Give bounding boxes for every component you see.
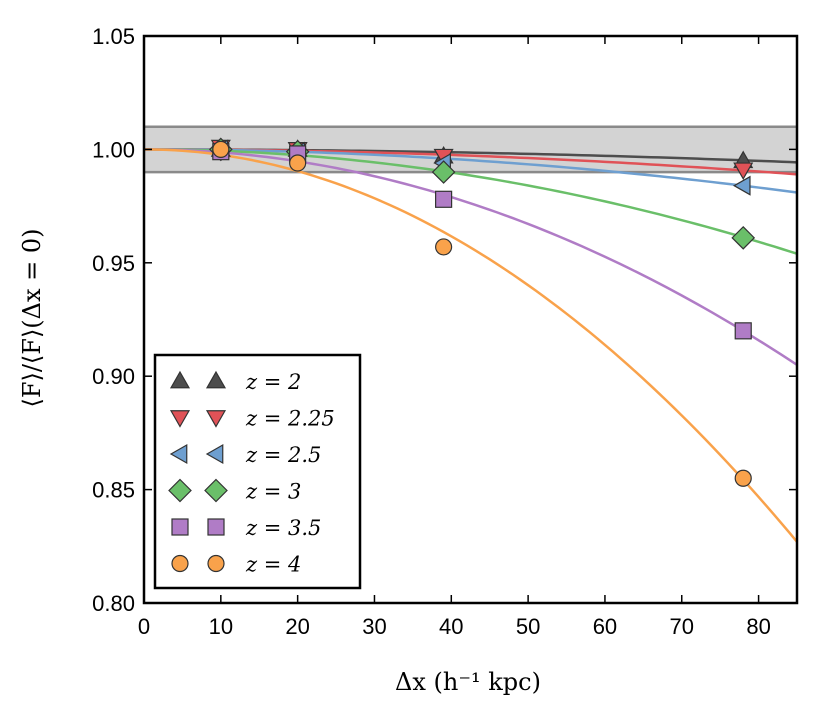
y-tick-label: 0.80: [92, 591, 135, 616]
legend-marker-2-series-4: [204, 478, 228, 503]
legend-marker-1-series-4: [168, 478, 192, 503]
x-axis-ticks: 0 10 20 30 40 50 60 70 80: [138, 36, 771, 639]
data-point-series-6-x78: [734, 469, 752, 487]
legend-marker-2-series-6: [207, 554, 225, 573]
x-tick-label: 10: [209, 614, 233, 639]
y-axis-ticks: 0.80 0.85 0.90 0.95 1.00 1.05: [92, 24, 797, 616]
legend-marker-1-series-5: [171, 518, 189, 536]
x-tick-label: 0: [138, 614, 150, 639]
legend-marker-2-series-3: [205, 443, 224, 465]
legend-box: [153, 353, 362, 590]
y-tick-label: 1.05: [92, 24, 135, 49]
y-axis-label: ⟨F⟩/⟨F⟩(Δx = 0): [18, 228, 46, 407]
data-point-series-5-x39: [435, 190, 453, 208]
x-tick-label: 60: [593, 614, 617, 639]
curves-layer: [143, 148, 798, 543]
fit-curve-series-5: [143, 148, 798, 366]
x-tick-label: 50: [516, 614, 540, 639]
legend-label-series-6: z = 4: [245, 553, 301, 577]
legend-marker-2-series-2: [205, 410, 227, 428]
legend-marker-1-series-2: [169, 410, 191, 428]
x-axis-label: Δx (h⁻¹ kpc): [395, 668, 541, 696]
data-point-series-6-x20: [289, 154, 307, 172]
x-tick-label: 40: [439, 614, 463, 639]
x-tick-label: 20: [285, 614, 309, 639]
data-point-series-6-x10: [212, 140, 230, 158]
fit-curve-series-6: [143, 148, 798, 543]
legend-label-series-4: z = 3: [245, 480, 301, 504]
x-tick-label: 80: [746, 614, 770, 639]
y-tick-label: 0.85: [92, 478, 135, 503]
legend-label-series-3: z = 2.5: [245, 443, 321, 467]
legend-marker-1-series-3: [169, 443, 188, 465]
points-layer: [208, 137, 756, 487]
legend-label-series-5: z = 3.5: [245, 516, 321, 540]
legend-marker-2-series-5: [207, 518, 225, 536]
data-point-series-4-x39: [431, 160, 456, 184]
legend: z = 2 z = 2.25 z = 2.5 z = 3 z = 3.5 z = 4: [153, 353, 362, 590]
data-point-series-6-x39: [435, 238, 453, 256]
y-tick-label: 0.95: [92, 251, 135, 276]
y-tick-label: 1.00: [92, 137, 135, 162]
data-point-series-2-x78: [733, 162, 754, 181]
legend-label-series-2: z = 2.25: [245, 407, 335, 431]
fit-curve-series-4: [143, 148, 798, 255]
legend-marker-1-series-1: [169, 370, 191, 389]
legend-marker-2-series-1: [205, 370, 227, 389]
x-tick-label: 70: [670, 614, 694, 639]
data-point-series-4-x78: [731, 226, 756, 250]
data-point-series-5-x78: [734, 322, 752, 340]
legend-label-series-1: z = 2: [245, 370, 301, 394]
plot-frame: [142, 34, 799, 605]
data-point-series-3-x78: [733, 175, 751, 196]
fit-curve-series-3: [143, 148, 798, 194]
legend-marker-1-series-6: [171, 554, 189, 573]
y-tick-label: 0.90: [92, 364, 135, 389]
x-tick-label: 30: [362, 614, 386, 639]
